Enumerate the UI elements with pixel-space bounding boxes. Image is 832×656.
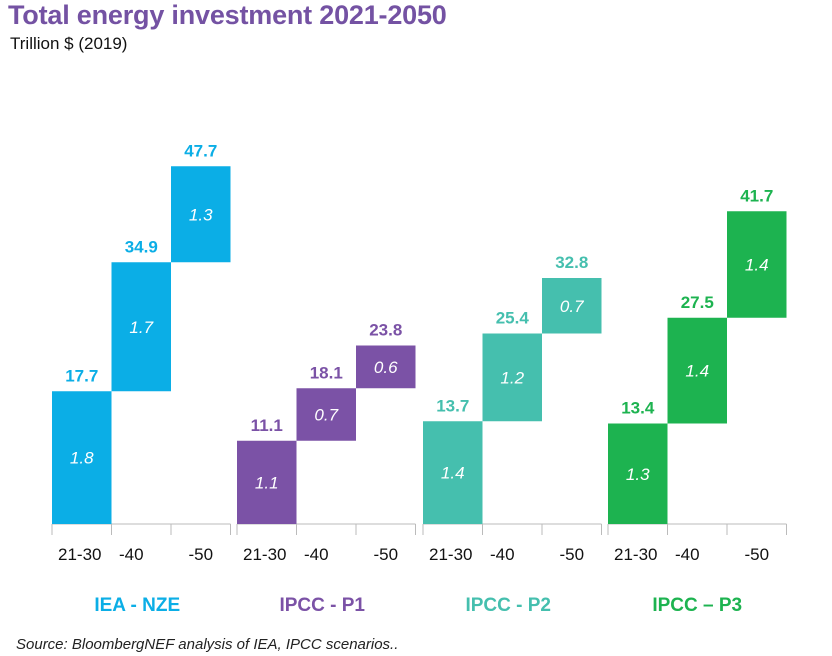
tick-label: 21-30 <box>243 545 286 564</box>
chart-title: Total energy investment 2021-2050 <box>8 0 447 30</box>
data-label: 23.8 <box>369 321 402 340</box>
data-label: 11.1 <box>251 416 283 435</box>
inner-label: 1.4 <box>685 362 709 381</box>
bar <box>296 388 356 441</box>
chart-subtitle: Trillion $ (2019) <box>10 34 128 53</box>
inner-label: 0.7 <box>560 297 584 316</box>
bar <box>423 421 483 524</box>
tick-label: -50 <box>373 545 398 564</box>
inner-label: 1.4 <box>745 256 769 275</box>
tick-label: -50 <box>188 545 213 564</box>
data-label: 25.4 <box>496 309 530 328</box>
data-label: 41.7 <box>740 186 773 205</box>
tick-label: 21-30 <box>614 545 657 564</box>
bar <box>727 211 787 318</box>
tick-label: -40 <box>304 545 329 564</box>
bar <box>52 391 112 524</box>
group-label: IPCC – P3 <box>652 595 742 616</box>
inner-label: 1.3 <box>189 205 213 224</box>
source-note: Source: BloombergNEF analysis of IEA, IP… <box>16 636 399 653</box>
data-label: 13.7 <box>436 396 469 415</box>
data-label: 27.5 <box>681 293 714 312</box>
bar <box>171 166 231 263</box>
tick-label: -40 <box>119 545 144 564</box>
tick-label: -40 <box>490 545 515 564</box>
bar <box>482 333 542 422</box>
data-label: 34.9 <box>125 237 158 256</box>
data-label: 13.4 <box>621 399 655 418</box>
bar <box>111 262 171 392</box>
group-label: IPCC - P1 <box>279 595 365 616</box>
inner-label: 1.1 <box>255 473 279 492</box>
bar <box>667 317 727 424</box>
tick-label: 21-30 <box>429 545 472 564</box>
inner-label: 1.3 <box>626 465 650 484</box>
bar <box>542 278 602 334</box>
data-label: 18.1 <box>310 363 343 382</box>
tick-label: -40 <box>675 545 700 564</box>
tick-label: -50 <box>744 545 769 564</box>
inner-label: 0.7 <box>314 406 338 425</box>
data-label: 47.7 <box>184 141 217 160</box>
data-label: 32.8 <box>555 253 588 272</box>
group-label: IEA - NZE <box>94 595 180 616</box>
bar <box>237 440 297 524</box>
tick-label: -50 <box>559 545 584 564</box>
bar <box>608 423 668 524</box>
bar <box>356 345 416 389</box>
tick-label: 21-30 <box>58 545 101 564</box>
inner-label: 1.4 <box>441 464 465 483</box>
data-label: 17.7 <box>65 366 98 385</box>
inner-label: 1.2 <box>500 368 524 387</box>
group-label: IPCC - P2 <box>465 595 551 616</box>
inner-label: 1.7 <box>129 318 153 337</box>
inner-label: 1.8 <box>70 449 94 468</box>
inner-label: 0.6 <box>374 358 398 377</box>
